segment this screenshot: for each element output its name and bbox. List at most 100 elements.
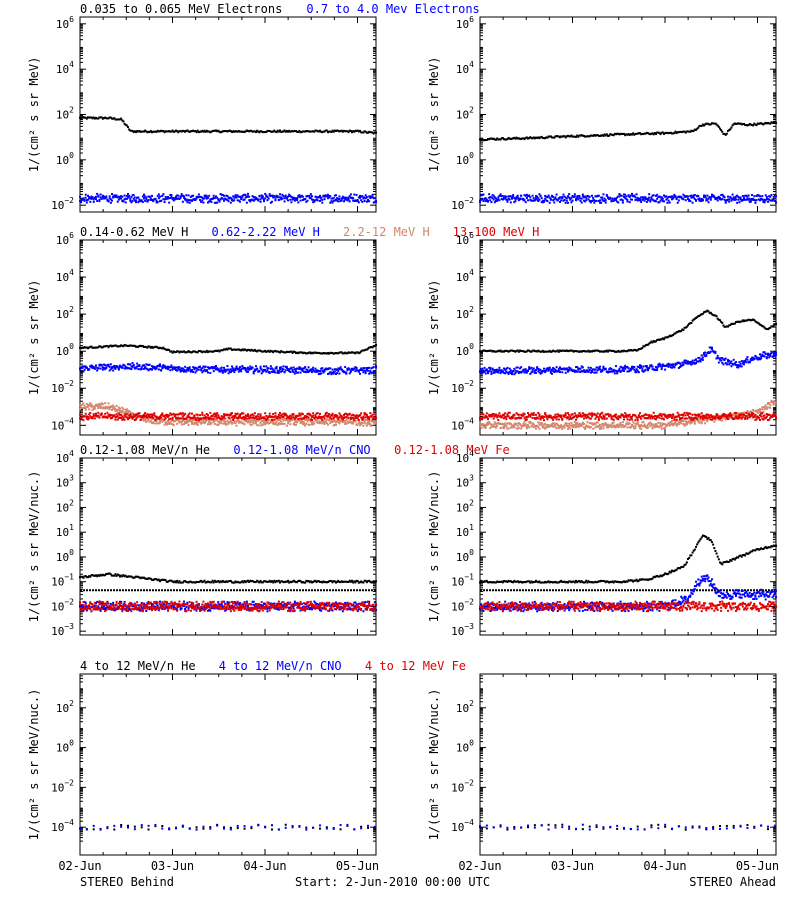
data-point (546, 136, 549, 139)
data-point (299, 420, 302, 423)
data-point (352, 420, 355, 423)
data-point (85, 366, 88, 369)
data-point (649, 200, 652, 203)
data-point (353, 130, 356, 133)
data-point (594, 195, 597, 198)
data-point (745, 198, 748, 201)
data-point (503, 367, 505, 370)
data-point (255, 198, 257, 201)
data-point (311, 130, 313, 133)
data-point (629, 198, 632, 201)
data-point (659, 338, 662, 341)
data-point (735, 198, 737, 201)
plot-frame (79, 239, 377, 436)
data-point (700, 357, 703, 360)
data-point (480, 371, 483, 374)
data-point (139, 130, 142, 133)
data-point (357, 421, 360, 424)
data-point (130, 196, 133, 199)
data-point (586, 369, 589, 372)
data-point (109, 201, 112, 204)
data-point (655, 132, 657, 135)
data-point (218, 370, 221, 373)
data-point (120, 197, 123, 200)
data-point (181, 415, 184, 418)
data-point (543, 137, 545, 140)
data-point (244, 196, 247, 199)
data-point (775, 195, 777, 198)
data-point (353, 418, 356, 421)
data-point (232, 417, 235, 420)
data-point (659, 365, 662, 368)
data-point (514, 350, 517, 353)
data-point (555, 369, 558, 372)
data-point (287, 199, 289, 202)
data-point (354, 420, 357, 423)
data-point (124, 197, 127, 200)
data-point (293, 418, 296, 421)
data-point (762, 325, 765, 328)
data-point (267, 422, 270, 425)
data-point (327, 368, 329, 371)
data-point (308, 413, 311, 416)
data-point (492, 371, 495, 374)
data-point (157, 197, 160, 200)
data-point (306, 194, 309, 197)
data-point (700, 199, 703, 202)
data-point (156, 422, 159, 425)
data-point (213, 129, 216, 132)
data-point (668, 195, 671, 198)
data-point (275, 350, 278, 353)
data-point (353, 199, 356, 202)
data-point (554, 368, 557, 371)
data-point (147, 418, 150, 421)
data-point (101, 117, 104, 120)
data-point (335, 415, 337, 418)
data-point (720, 129, 723, 132)
data-point (291, 351, 294, 354)
data-point (767, 352, 769, 355)
data-point (642, 198, 645, 201)
data-point (288, 417, 291, 420)
data-point (153, 422, 156, 425)
data-point (124, 367, 127, 370)
data-point (125, 197, 128, 200)
data-point (711, 122, 713, 125)
data-point (295, 368, 297, 371)
data-point (284, 418, 287, 421)
data-point (355, 193, 358, 196)
data-point (751, 197, 753, 200)
data-point (597, 194, 600, 197)
data-point (339, 367, 342, 370)
data-point (144, 199, 147, 202)
data-point (169, 130, 172, 133)
data-point (769, 353, 772, 356)
data-point (113, 406, 116, 409)
data-point (130, 365, 133, 368)
data-point (288, 195, 291, 198)
data-point (101, 346, 104, 349)
data-point (279, 419, 281, 422)
data-point (128, 344, 131, 347)
data-point (579, 197, 582, 200)
data-point (204, 419, 207, 422)
data-point (196, 368, 199, 371)
data-point (623, 366, 625, 369)
data-point (753, 195, 756, 198)
data-point (123, 198, 126, 201)
data-point (160, 129, 163, 132)
data-point (709, 198, 712, 201)
data-point (355, 351, 358, 354)
data-point (739, 362, 742, 365)
data-point (690, 196, 693, 199)
data-point (111, 345, 113, 348)
data-point (305, 352, 308, 355)
data-point (176, 197, 179, 200)
data-point (715, 357, 718, 360)
data-point (514, 372, 517, 375)
data-point (201, 421, 204, 424)
data-point (368, 417, 371, 420)
data-point (645, 365, 648, 368)
data-point (585, 196, 588, 199)
